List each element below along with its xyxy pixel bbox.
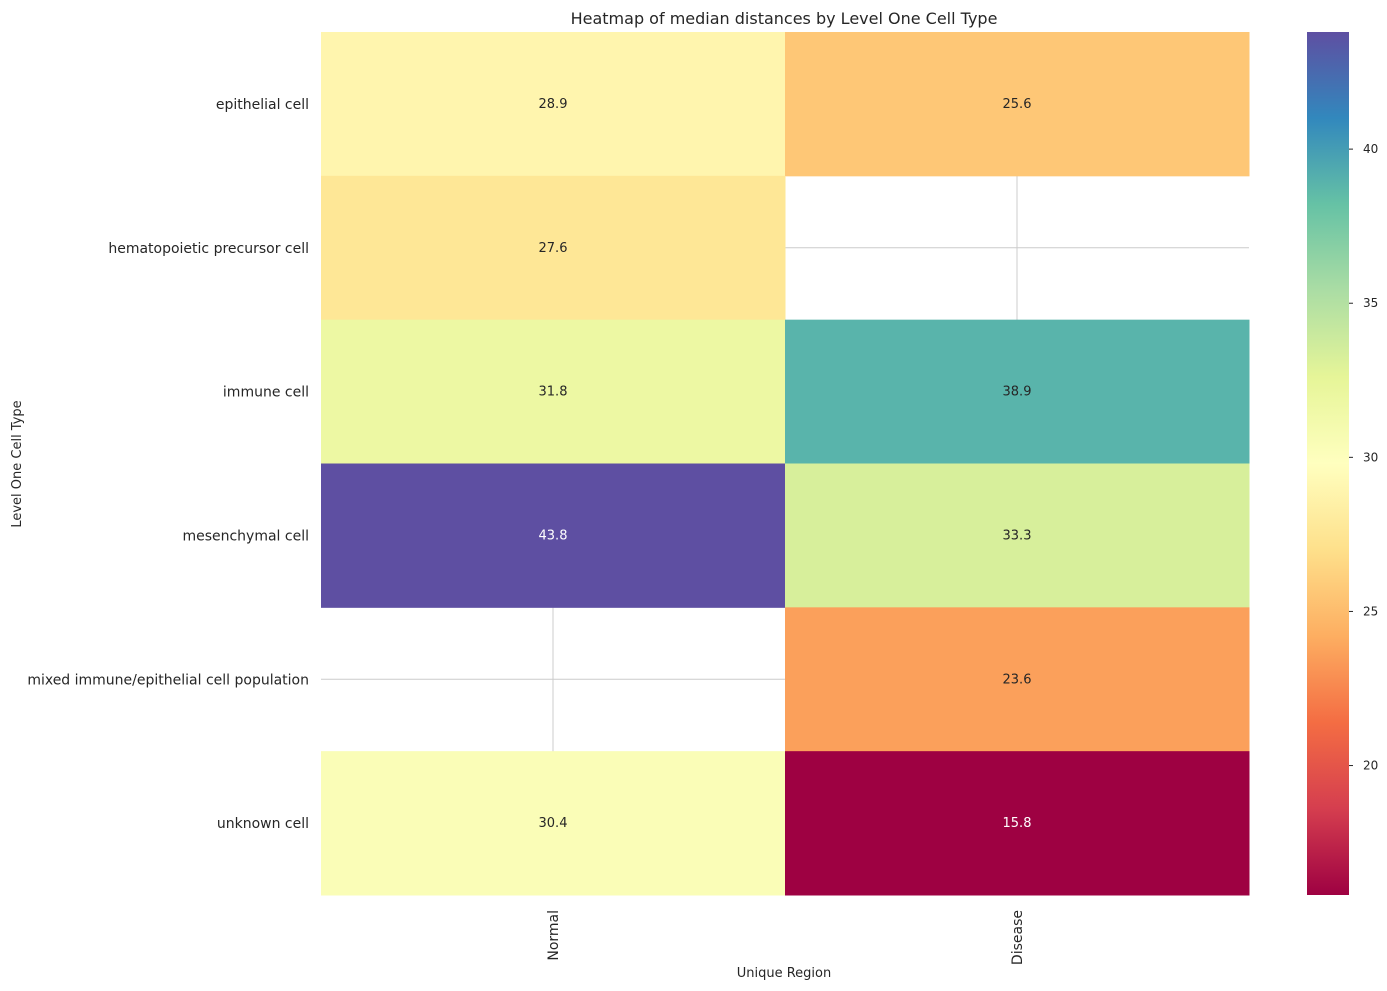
y-tick-label: immune cell — [223, 385, 309, 401]
cell-value-label: 28.9 — [539, 97, 568, 112]
y-tick-label: unknown cell — [217, 816, 309, 832]
colorbar-tick-label: 40 — [1363, 142, 1378, 156]
colorbar — [1307, 32, 1349, 895]
y-tick-label: hematopoietic precursor cell — [108, 241, 309, 257]
chart-title: Heatmap of median distances by Level One… — [571, 9, 998, 28]
heatmap-cell — [785, 319, 1250, 464]
heatmap-cell — [785, 463, 1250, 608]
x-tick-labels: Normal Disease — [546, 910, 1026, 965]
x-tick-label: Normal — [546, 910, 562, 961]
cell-value-label: 23.6 — [1003, 672, 1032, 687]
y-tick-label: epithelial cell — [216, 97, 309, 113]
cell-value-label: 33.3 — [1003, 528, 1032, 543]
y-tick-label: mixed immune/epithelial cell population — [27, 672, 309, 688]
x-tick-label: Disease — [1010, 910, 1026, 965]
heatmap-cell — [321, 751, 786, 896]
cell-value-label: 30.4 — [539, 816, 568, 831]
colorbar-tick-label: 25 — [1363, 604, 1378, 618]
cell-value-label: 27.6 — [539, 241, 568, 256]
heatmap-cell — [321, 463, 786, 608]
heatmap-cell — [321, 175, 786, 321]
heatmap-cell — [785, 607, 1250, 752]
colorbar-tick-label: 35 — [1363, 296, 1378, 310]
cell-value-label: 43.8 — [539, 528, 568, 543]
cell-value-label: 25.6 — [1003, 97, 1032, 112]
x-axis-label: Unique Region — [737, 966, 832, 981]
heatmap-cell — [785, 751, 1250, 896]
heatmap-cell — [321, 319, 786, 464]
heatmap-cell — [785, 32, 1250, 177]
cell-value-label: 15.8 — [1003, 816, 1032, 831]
colorbar-ticks: 20 25 30 35 40 — [1349, 142, 1378, 773]
cell-value-label: 31.8 — [539, 385, 568, 400]
colorbar-tick-label: 30 — [1363, 450, 1378, 464]
y-tick-label: mesenchymal cell — [182, 528, 309, 544]
y-tick-labels: epithelial cell hematopoietic precursor c… — [27, 97, 309, 832]
y-axis-label: Level One Cell Type — [10, 400, 25, 527]
heatmap-cell — [321, 32, 786, 177]
colorbar-tick-label: 20 — [1363, 759, 1378, 773]
heatmap-cells — [321, 32, 1250, 896]
heatmap-cell-labels: 28.9 25.6 27.6 31.8 38.9 43.8 33.3 23.6 30.4 15.8 — [539, 97, 1032, 831]
cell-value-label: 38.9 — [1003, 385, 1032, 400]
